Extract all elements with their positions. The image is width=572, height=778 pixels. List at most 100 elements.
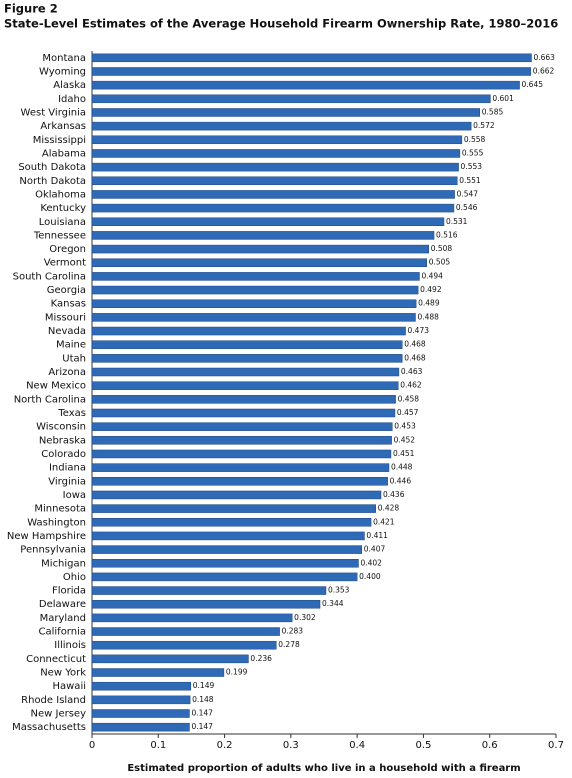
- bar: [91, 135, 463, 145]
- bar: [91, 627, 280, 636]
- value-label: 0.344: [322, 599, 344, 608]
- value-label: 0.353: [328, 586, 350, 595]
- bar: [91, 518, 372, 527]
- value-label: 0.453: [394, 422, 416, 431]
- x-tick-label: 0: [89, 740, 95, 751]
- y-tick-label: Arkansas: [40, 121, 86, 132]
- y-tick-label: North Carolina: [14, 394, 86, 405]
- bar: [91, 313, 416, 322]
- value-label: 0.428: [378, 504, 400, 513]
- y-tick-label: Texas: [57, 408, 86, 419]
- y-tick-label: Hawaii: [52, 681, 86, 692]
- x-tick-label: 0.5: [415, 740, 431, 751]
- value-label: 0.400: [359, 572, 381, 581]
- value-label: 0.446: [390, 476, 412, 485]
- bar: [91, 149, 461, 158]
- value-label: 0.411: [366, 531, 388, 540]
- chart-title: State-Level Estimates of the Average Hou…: [4, 17, 558, 31]
- bar: [91, 217, 445, 226]
- y-tick-label: Mississippi: [33, 135, 86, 146]
- value-label: 0.547: [457, 189, 479, 198]
- y-tick-label: South Dakota: [18, 162, 86, 173]
- y-tick-label: Maine: [56, 340, 86, 351]
- bar: [91, 299, 417, 308]
- bar: [91, 722, 190, 732]
- value-label: 0.492: [420, 285, 442, 294]
- bar: [91, 121, 472, 131]
- value-label: 0.553: [461, 162, 483, 171]
- y-tick-label: Indiana: [49, 463, 86, 474]
- y-tick-label: Colorado: [41, 449, 86, 460]
- value-label: 0.551: [459, 176, 481, 185]
- value-label: 0.147: [191, 709, 213, 718]
- value-label: 0.662: [533, 66, 555, 75]
- y-tick-label: New Hampshire: [7, 531, 86, 542]
- y-tick-label: Connecticut: [26, 654, 86, 665]
- x-tick-label: 0.1: [150, 740, 166, 751]
- x-tick-label: 0.3: [283, 740, 299, 751]
- y-tick-label: Massachusetts: [12, 722, 86, 733]
- bar: [91, 381, 399, 390]
- y-tick-label: Georgia: [47, 285, 86, 296]
- value-label: 0.468: [404, 353, 426, 362]
- value-label: 0.555: [462, 148, 484, 157]
- value-label: 0.546: [456, 203, 478, 212]
- bar: [91, 436, 392, 445]
- bar: [91, 367, 400, 377]
- bar: [91, 531, 365, 541]
- value-label: 0.458: [398, 394, 420, 403]
- bar: [91, 709, 190, 718]
- bar: [91, 190, 455, 199]
- bar: [91, 572, 358, 582]
- bar: [91, 559, 359, 568]
- value-label: 0.147: [191, 722, 213, 731]
- value-label: 0.488: [417, 312, 439, 321]
- value-label: 0.585: [482, 107, 504, 116]
- y-tick-label: Delaware: [39, 599, 86, 610]
- y-tick-label: Idaho: [58, 94, 86, 105]
- value-label: 0.558: [464, 135, 486, 144]
- bar: [91, 203, 455, 213]
- y-tick-label: Iowa: [63, 490, 86, 501]
- bar: [91, 326, 406, 336]
- bar: [91, 354, 403, 363]
- bar: [91, 613, 293, 623]
- value-label: 0.463: [401, 367, 423, 376]
- y-tick-label: Oregon: [49, 244, 86, 255]
- bar: [91, 490, 382, 500]
- value-label: 0.473: [408, 326, 430, 335]
- bar: [91, 545, 363, 554]
- x-tick-label: 0.6: [482, 740, 498, 751]
- y-tick-label: South Carolina: [13, 271, 86, 282]
- x-tick-label: 0.7: [548, 740, 564, 751]
- value-label: 0.302: [294, 613, 316, 622]
- y-tick-label: Arizona: [48, 367, 86, 378]
- value-label: 0.494: [421, 271, 443, 280]
- value-label: 0.508: [431, 244, 453, 253]
- bar: [91, 463, 390, 472]
- value-label: 0.283: [282, 627, 304, 636]
- bar: [91, 176, 458, 186]
- bar: [91, 258, 427, 267]
- bar: [91, 599, 321, 609]
- bar: [91, 408, 396, 418]
- value-label: 0.457: [397, 408, 419, 417]
- y-tick-label: Pennsylvania: [20, 545, 86, 556]
- value-label: 0.505: [429, 258, 451, 267]
- y-tick-label: Montana: [42, 53, 86, 64]
- value-label: 0.148: [192, 695, 214, 704]
- value-label: 0.451: [393, 449, 415, 458]
- bar: [91, 586, 327, 595]
- bar: [91, 340, 403, 349]
- bar: [91, 449, 392, 459]
- bar: [91, 477, 388, 486]
- y-tick-label: Louisiana: [39, 217, 86, 228]
- y-tick-label: Ohio: [63, 572, 86, 583]
- bar: [91, 272, 420, 281]
- y-tick-label: Nevada: [48, 326, 86, 337]
- value-label: 0.421: [373, 517, 395, 526]
- value-label: 0.572: [473, 121, 495, 130]
- y-tick-label: Alaska: [53, 80, 86, 91]
- y-tick-label: Wyoming: [39, 66, 86, 77]
- y-tick-label: California: [39, 627, 87, 638]
